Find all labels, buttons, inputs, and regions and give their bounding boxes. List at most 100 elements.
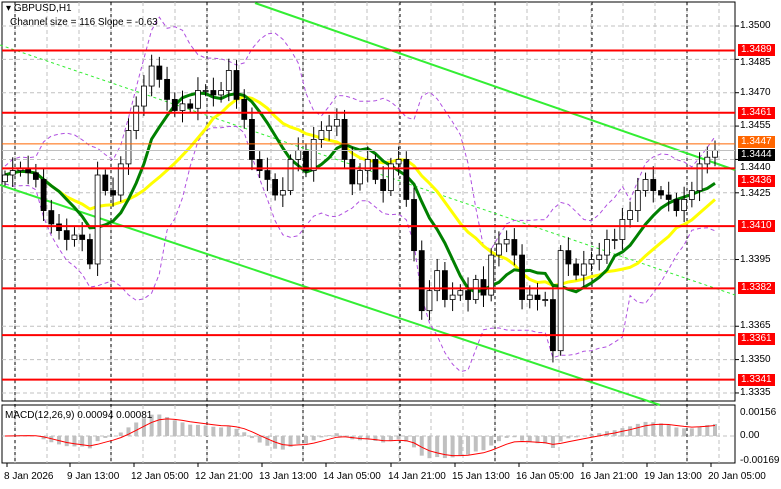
time-tick-label: 19 Jan 13:00 bbox=[644, 471, 702, 482]
bull-candle bbox=[596, 254, 603, 260]
bull-candle bbox=[696, 163, 703, 191]
bull-candle bbox=[526, 294, 533, 300]
macd-histogram-bar bbox=[95, 436, 100, 442]
bull-candle bbox=[642, 179, 649, 191]
macd-histogram-bar bbox=[311, 436, 316, 441]
macd-histogram-bar bbox=[496, 436, 501, 442]
bear-candle bbox=[665, 194, 672, 200]
bull-candle bbox=[449, 294, 456, 300]
macd-histogram-bar bbox=[157, 414, 162, 437]
time-tick-label: 14 Jan 05:00 bbox=[323, 471, 381, 482]
bear-candle bbox=[465, 290, 471, 300]
bull-candle bbox=[94, 174, 101, 265]
bull-candle bbox=[279, 190, 286, 196]
macd-histogram-bar bbox=[543, 436, 548, 444]
macd-histogram-bar bbox=[674, 427, 679, 437]
bull-candle bbox=[195, 90, 201, 109]
macd-histogram-bar bbox=[327, 435, 332, 437]
bull-candle bbox=[557, 250, 564, 352]
bid-price-label: 1.3444 bbox=[738, 148, 775, 161]
bull-candle bbox=[588, 259, 595, 265]
bull-candle bbox=[426, 290, 433, 312]
time-tick-label: 16 Jan 05:00 bbox=[516, 471, 574, 482]
macd-tick-label: 0.00 bbox=[740, 430, 760, 442]
bull-candle bbox=[333, 119, 340, 127]
macd-histogram-bar bbox=[697, 426, 702, 437]
macd-histogram-bar bbox=[87, 436, 92, 449]
macd-histogram-bar bbox=[435, 436, 440, 458]
macd-histogram-bar bbox=[396, 436, 401, 440]
bull-candle bbox=[681, 199, 688, 211]
price-tick-label: 1.3500 bbox=[740, 20, 771, 31]
macd-histogram-bar bbox=[388, 436, 393, 441]
macd-histogram-bar bbox=[597, 433, 602, 437]
bull-candle bbox=[141, 85, 147, 107]
moving-average-fast bbox=[4, 91, 716, 294]
macd-histogram-bar bbox=[165, 417, 170, 437]
price-tick-label: 1.3470 bbox=[740, 86, 771, 98]
macd-signal-line bbox=[4, 418, 716, 457]
bull-candle bbox=[179, 103, 186, 111]
bull-candle bbox=[704, 156, 711, 165]
macd-histogram-bar bbox=[265, 436, 270, 446]
macd-tick-label: -0.00169 bbox=[740, 455, 780, 466]
macd-histogram-bar bbox=[296, 436, 301, 444]
macd-histogram-bar bbox=[651, 422, 656, 437]
channel-info: Channel size = 116 Slope = -0.63 bbox=[10, 17, 158, 28]
bear-candle bbox=[380, 179, 387, 191]
bull-candle bbox=[310, 139, 317, 171]
macd-histogram-bar bbox=[195, 424, 200, 437]
bull-candle bbox=[434, 270, 441, 292]
price-tick-label: 1.3365 bbox=[740, 320, 771, 332]
macd-histogram-bar bbox=[466, 436, 471, 455]
price-tick-label: 1.3455 bbox=[740, 120, 771, 132]
level-price-label: 1.3361 bbox=[738, 333, 775, 346]
bull-candle bbox=[604, 239, 610, 256]
macd-histogram-bar bbox=[666, 425, 671, 437]
dropdown-triangle-icon[interactable]: ▾ bbox=[6, 3, 14, 14]
bear-candle bbox=[511, 239, 518, 256]
macd-histogram-bar bbox=[80, 436, 85, 447]
bear-candle bbox=[573, 263, 579, 276]
bear-candle bbox=[411, 199, 417, 252]
macd-histogram-bar bbox=[574, 436, 579, 438]
macd-plot-frame bbox=[1, 404, 736, 464]
time-tick-label: 13 Jan 13:00 bbox=[259, 471, 317, 482]
macd-histogram-bar bbox=[512, 436, 517, 438]
macd-histogram-bar bbox=[635, 423, 640, 437]
bear-candle bbox=[233, 70, 240, 100]
price-tick-label: 1.3335 bbox=[740, 386, 771, 398]
macd-histogram-bar bbox=[450, 436, 455, 458]
macd-histogram-bar bbox=[203, 425, 208, 437]
bear-candle bbox=[272, 179, 279, 196]
bear-candle bbox=[86, 239, 93, 265]
price-tick-label: 1.3425 bbox=[740, 187, 771, 199]
time-tick-label: 15 Jan 13:00 bbox=[452, 471, 510, 482]
main-plot-frame bbox=[1, 1, 736, 402]
macd-tick-label: 0.00156 bbox=[740, 407, 777, 418]
bull-candle bbox=[457, 290, 464, 296]
bull-candle bbox=[627, 210, 634, 220]
macd-histogram-bar bbox=[365, 436, 370, 440]
level-price-label: 1.3382 bbox=[738, 282, 775, 295]
macd-histogram-bar bbox=[658, 423, 663, 437]
bull-candle bbox=[472, 279, 479, 300]
bear-candle bbox=[650, 179, 657, 191]
bear-candle bbox=[565, 250, 572, 265]
macd-histogram-bar bbox=[103, 436, 108, 438]
bear-candle bbox=[48, 210, 55, 225]
bear-candle bbox=[63, 230, 70, 240]
bear-candle bbox=[550, 299, 556, 352]
macd-histogram-bar bbox=[643, 421, 648, 437]
channel-upper-line bbox=[254, 2, 736, 171]
macd-histogram-bar bbox=[219, 427, 224, 437]
macd-histogram-bar bbox=[566, 436, 571, 439]
level-price-label: 1.3436 bbox=[738, 174, 775, 187]
bear-candle bbox=[372, 159, 379, 180]
bear-candle bbox=[341, 119, 348, 160]
macd-histogram-bar bbox=[620, 428, 625, 437]
macd-histogram-bar bbox=[149, 414, 154, 437]
macd-histogram-bar bbox=[41, 436, 46, 440]
macd-histogram-bar bbox=[72, 436, 77, 447]
